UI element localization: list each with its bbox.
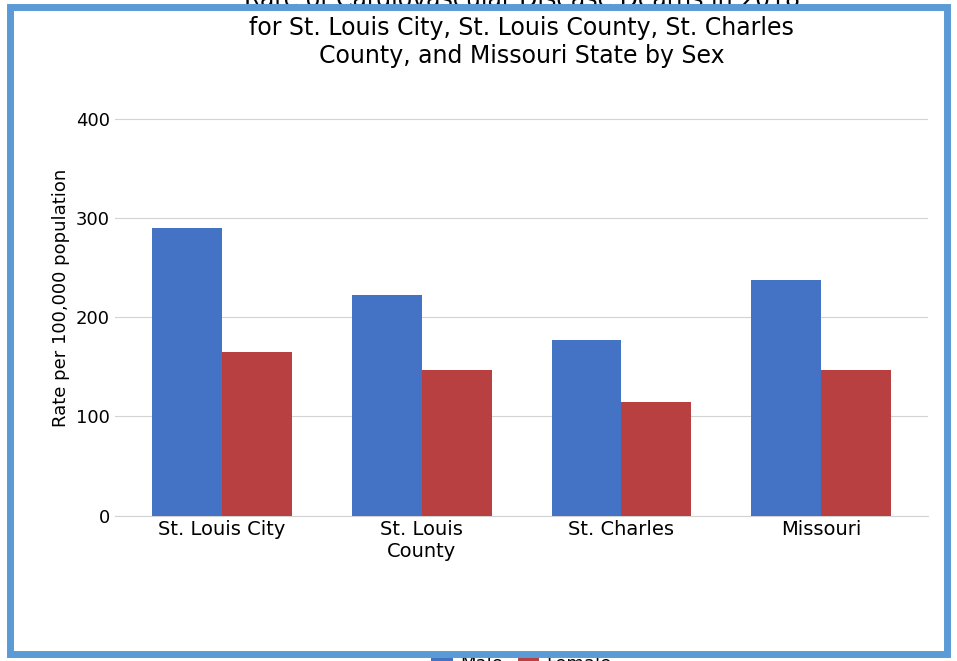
Bar xyxy=(351,295,422,516)
Title: Rate of Cardiovascular Disease Deaths in 2018
for St. Louis City, St. Louis Coun: Rate of Cardiovascular Disease Deaths in… xyxy=(243,0,800,67)
Y-axis label: Rate per 100,000 population: Rate per 100,000 population xyxy=(53,169,71,426)
Bar xyxy=(422,370,492,516)
Bar xyxy=(621,401,692,516)
Bar xyxy=(821,370,891,516)
Bar xyxy=(551,340,621,516)
Bar xyxy=(152,228,222,516)
Bar xyxy=(751,280,821,516)
Legend: Male, Female: Male, Female xyxy=(424,646,619,661)
Bar xyxy=(222,352,292,516)
